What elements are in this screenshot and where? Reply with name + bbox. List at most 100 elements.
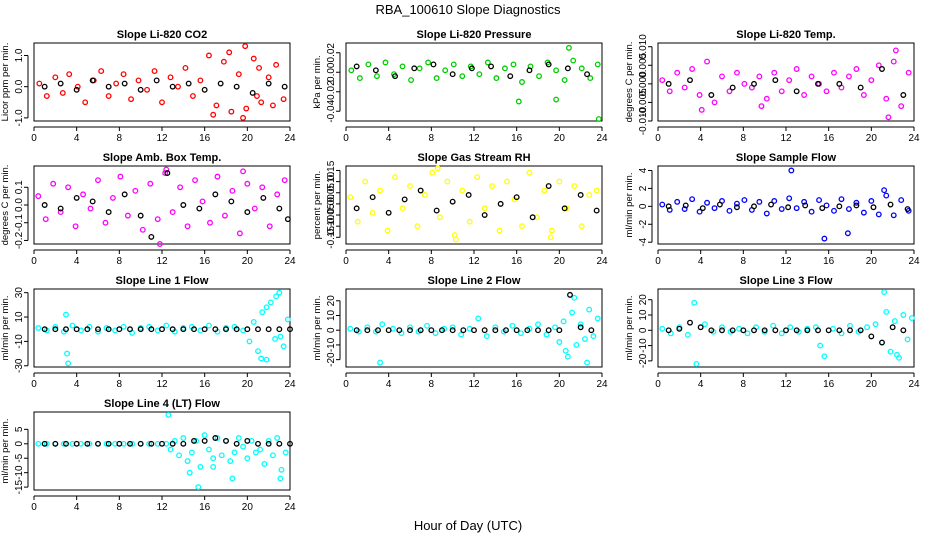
data-point xyxy=(449,324,456,331)
data-point xyxy=(892,47,899,54)
y-tick-label: 10 xyxy=(326,309,337,321)
data-point xyxy=(256,65,263,71)
plot-frame xyxy=(33,42,291,122)
data-point xyxy=(547,234,554,241)
data-point xyxy=(687,319,693,326)
data-point xyxy=(468,65,475,72)
data-point xyxy=(838,196,845,203)
data-point xyxy=(676,325,683,332)
data-point xyxy=(698,106,705,113)
data-point xyxy=(240,114,247,121)
data-point xyxy=(73,326,80,333)
data-point xyxy=(465,192,472,198)
data-point xyxy=(84,326,91,333)
data-point xyxy=(177,184,184,191)
data-point xyxy=(407,327,413,334)
data-point xyxy=(274,191,281,198)
data-point xyxy=(545,327,552,334)
data-point xyxy=(281,83,288,90)
data-point xyxy=(229,475,236,482)
y-tick-label: 0.010 xyxy=(638,34,649,59)
data-point xyxy=(89,77,96,84)
data-point xyxy=(139,226,146,233)
data-point xyxy=(853,199,860,206)
data-point xyxy=(421,192,428,198)
x-tick-label: 12 xyxy=(780,133,792,144)
data-point xyxy=(821,235,828,242)
data-point xyxy=(392,174,399,181)
data-point xyxy=(348,67,355,74)
data-point xyxy=(825,327,832,334)
data-point xyxy=(879,66,885,72)
x-tick-label: 8 xyxy=(117,502,123,513)
x-tick-label: 24 xyxy=(284,256,296,267)
data-point xyxy=(590,333,597,340)
data-point xyxy=(733,204,740,211)
data-point xyxy=(875,62,882,69)
data-point xyxy=(751,203,757,210)
x-tick-label: 20 xyxy=(242,133,254,144)
x-tick-label: 4 xyxy=(74,256,80,267)
data-point xyxy=(793,66,800,72)
data-point xyxy=(41,326,48,333)
data-point xyxy=(95,177,101,184)
data-point xyxy=(696,92,703,98)
data-point xyxy=(212,435,219,441)
data-point xyxy=(218,452,225,459)
y-axis-label: ml/min per min. xyxy=(0,419,11,484)
data-point xyxy=(770,322,777,329)
data-point xyxy=(244,326,251,333)
data-point xyxy=(407,183,413,190)
data-point xyxy=(883,192,890,199)
data-point xyxy=(255,326,261,333)
y-tick-label: -30 xyxy=(14,358,25,373)
data-point xyxy=(382,59,389,66)
data-point xyxy=(588,327,595,334)
data-point xyxy=(708,327,715,334)
data-point xyxy=(586,306,593,313)
data-point xyxy=(197,77,204,84)
x-tick-label: 8 xyxy=(741,256,747,267)
data-point xyxy=(65,184,72,191)
data-point xyxy=(253,93,260,99)
data-point xyxy=(191,326,197,333)
y-axis-label: Licor ppm per min. xyxy=(0,43,11,122)
data-point xyxy=(819,205,826,212)
data-point xyxy=(424,322,431,329)
data-point xyxy=(95,440,101,447)
data-point xyxy=(857,84,864,91)
x-tick-label: 12 xyxy=(156,256,168,267)
colored-series xyxy=(35,411,289,491)
data-point xyxy=(414,223,421,230)
data-point xyxy=(243,105,250,112)
data-point xyxy=(507,73,514,80)
data-point xyxy=(42,216,49,223)
plot-frame xyxy=(657,165,915,245)
data-point xyxy=(205,446,212,453)
data-point xyxy=(890,212,897,219)
data-point xyxy=(195,484,202,491)
data-point xyxy=(564,65,571,72)
data-point xyxy=(184,223,191,230)
data-point xyxy=(153,77,160,84)
data-point xyxy=(433,75,440,82)
data-point xyxy=(778,88,785,95)
plot-frame xyxy=(345,288,603,368)
data-point xyxy=(384,227,391,234)
data-point xyxy=(223,326,229,333)
y-axis-label: ml/min per min. xyxy=(312,296,323,361)
data-point xyxy=(258,99,265,106)
panel-title: Slope Amb. Box Temp. xyxy=(103,152,222,164)
data-point xyxy=(417,187,424,194)
data-point xyxy=(844,230,851,237)
data-point xyxy=(169,209,176,216)
data-point xyxy=(883,308,890,315)
data-point xyxy=(120,71,127,78)
y-tick-label: 20 xyxy=(638,294,649,306)
data-point xyxy=(492,324,499,331)
x-tick-label: 12 xyxy=(156,133,168,144)
data-point xyxy=(526,67,533,74)
y-tick-label: 10 xyxy=(14,311,25,323)
data-point xyxy=(137,440,144,447)
data-point xyxy=(105,83,112,90)
